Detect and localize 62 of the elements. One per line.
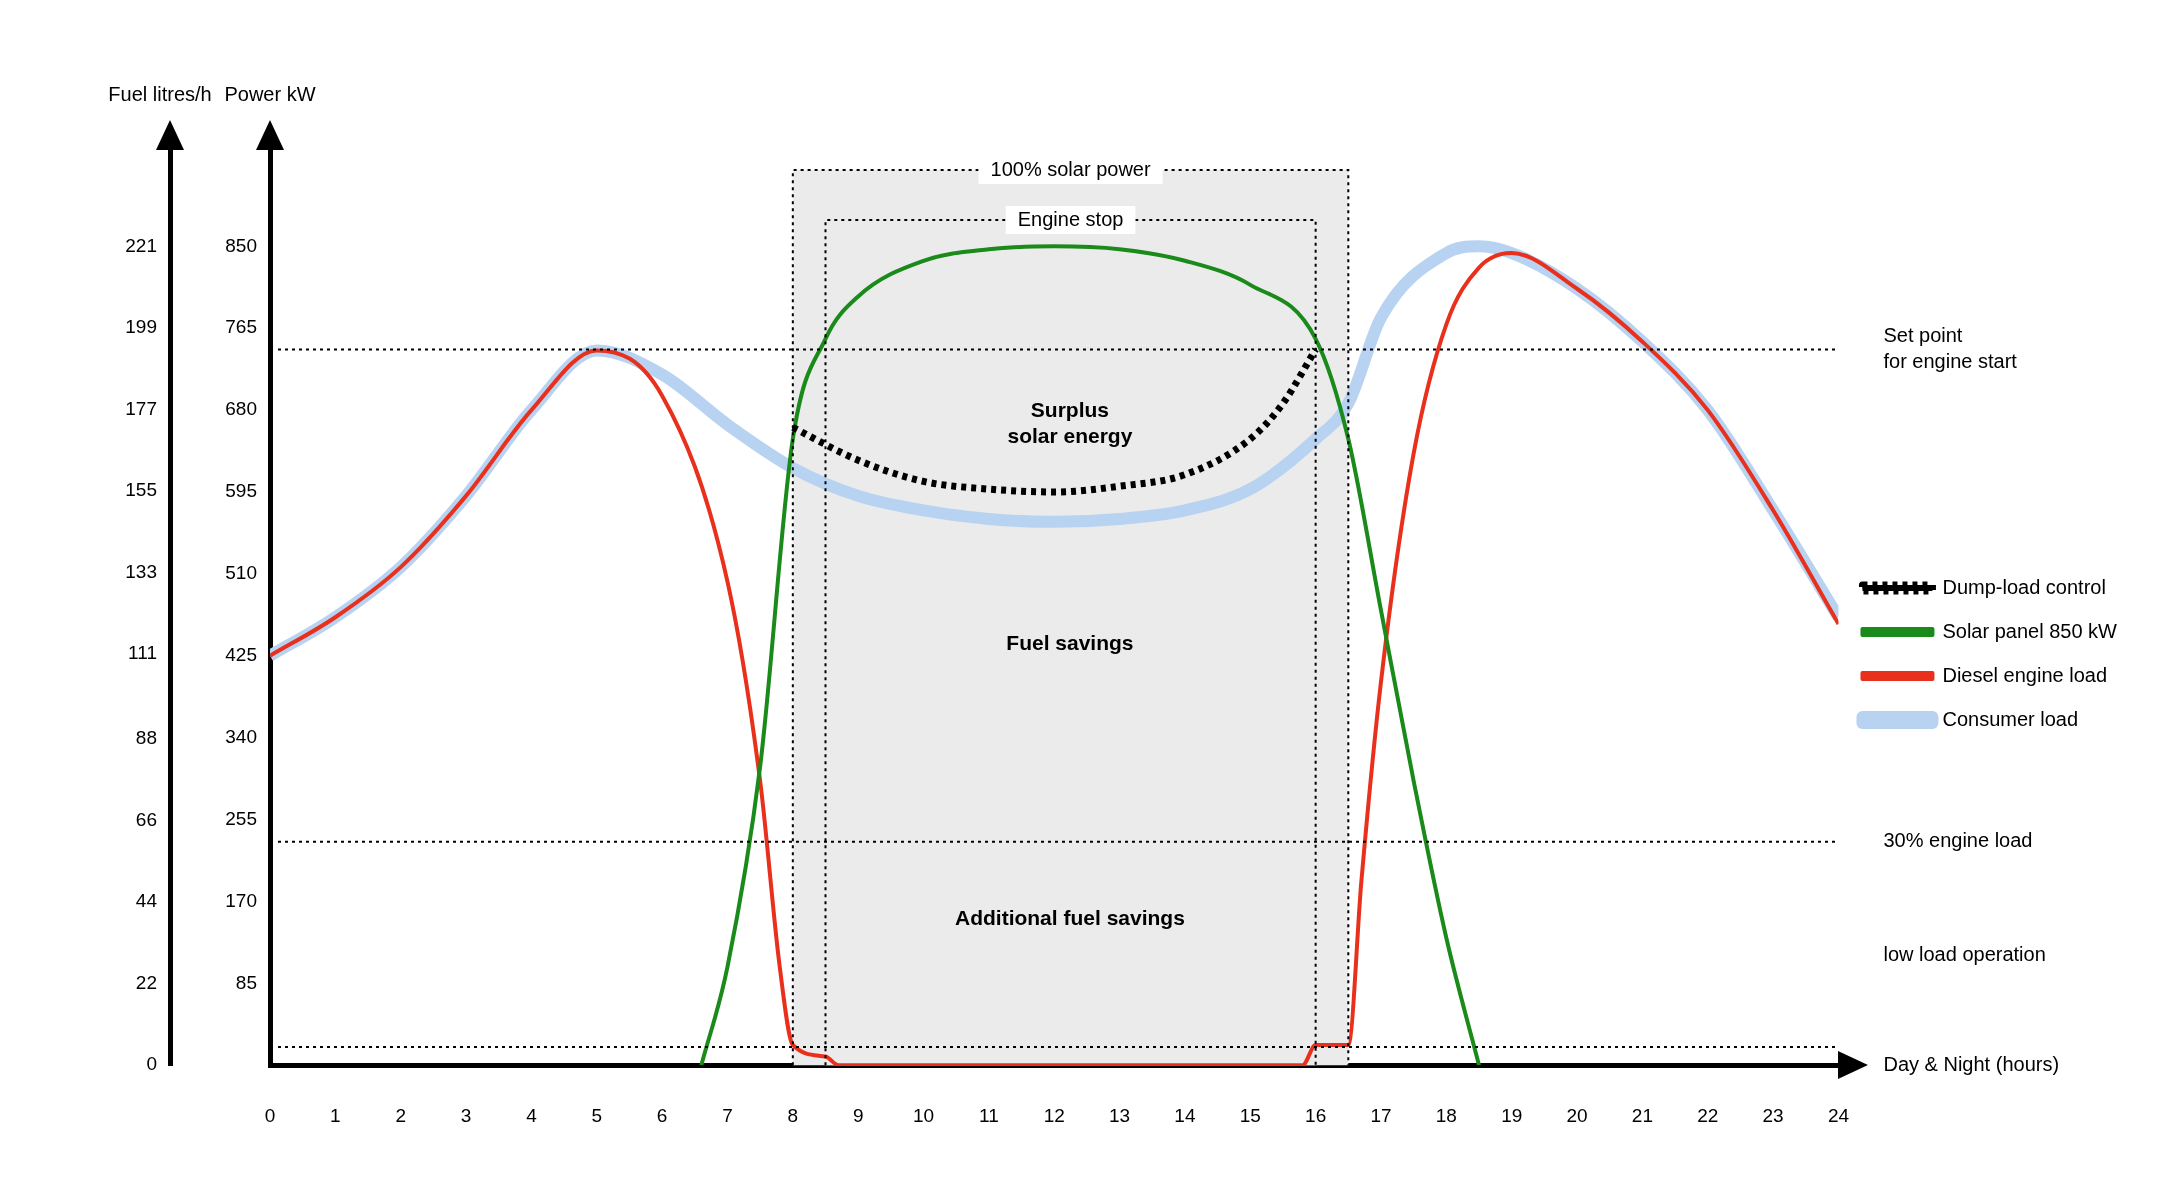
text: low load operation	[1883, 942, 2046, 965]
annotation: Additional fuel savings	[954, 905, 1185, 929]
x-tick-label: 18	[1435, 1104, 1457, 1126]
y2-tick-label: 133	[125, 560, 157, 582]
band-label: 100% solar power	[990, 157, 1151, 180]
x-tick-label: 15	[1239, 1104, 1261, 1126]
y-axis-title: Power kW	[224, 82, 316, 105]
y2-tick-label: 177	[125, 397, 157, 419]
y2-tick-label: 155	[125, 479, 157, 501]
x-tick-label: 3	[460, 1104, 472, 1126]
y2-tick-label: 44	[135, 890, 158, 912]
x-tick-label: 8	[787, 1104, 799, 1126]
x-tick-label: 16	[1305, 1104, 1327, 1126]
y-tick-label: 340	[225, 725, 257, 747]
x-tick-label: 22	[1697, 1104, 1719, 1126]
y2-tick-label: 199	[125, 316, 157, 338]
x-tick-label: 5	[591, 1104, 603, 1126]
y-tick-label: 85	[235, 971, 257, 993]
line-series	[699, 244, 1482, 1066]
x-tick-label: 14	[1174, 1104, 1196, 1126]
x-tick-label: 21	[1631, 1104, 1653, 1126]
legend-label: Solar panel 850 kW	[1942, 619, 2118, 642]
annotation: Fuel savings	[1006, 631, 1134, 654]
x-tick-label: 4	[526, 1104, 538, 1126]
ref-line-label: 30% engine load	[1883, 829, 2033, 852]
y2-tick-label: 111	[128, 642, 157, 664]
y-tick-label: 425	[225, 644, 257, 665]
x-tick-label: 6	[656, 1104, 668, 1126]
y2-axis-title: Fuel litres/h	[108, 82, 212, 105]
legend-label: Dump-load control	[1942, 575, 2106, 598]
band-label: Engine stop	[1017, 207, 1124, 230]
x-tick-label: 17	[1370, 1104, 1392, 1126]
x-tick-label: 19	[1501, 1104, 1523, 1126]
x-tick-label: 9	[852, 1104, 864, 1126]
x-axis-title: Day & Night (hours)	[1883, 1052, 2060, 1075]
y-tick-label: 765	[225, 316, 257, 338]
y2-tick-label: 221	[125, 234, 157, 256]
x-tick-label: 1	[330, 1104, 341, 1126]
x-tick-label: 7	[722, 1104, 733, 1126]
annotation: Surplus solar energy	[1007, 398, 1133, 448]
x-tick-label: 23	[1762, 1104, 1784, 1126]
legend-label: Diesel engine load	[1942, 663, 2108, 686]
x-tick-label: 24	[1827, 1104, 1850, 1126]
y2-tick-label: 22	[135, 971, 157, 993]
ref-line-label: Set point for engine start	[1883, 323, 2018, 372]
x-tick-label: 20	[1566, 1104, 1588, 1126]
y-tick-label: 170	[225, 889, 257, 911]
x-tick-label: 10	[912, 1104, 935, 1126]
y-tick-label: 595	[225, 480, 257, 502]
y2-tick-label: 88	[135, 727, 157, 749]
x-tick-label: 13	[1109, 1104, 1131, 1126]
x-tick-label: 0	[264, 1104, 276, 1126]
y-tick-label: 510	[225, 562, 257, 584]
x-tick-label: 11	[979, 1104, 999, 1126]
legend-label: Consumer load	[1942, 707, 2079, 730]
y-tick-label: 680	[225, 398, 257, 420]
x-tick-label: 2	[395, 1104, 406, 1126]
y-tick-label: 850	[225, 234, 257, 256]
y-tick-label: 255	[225, 807, 257, 829]
y2-tick-label: 0	[146, 1053, 157, 1075]
x-tick-label: 12	[1043, 1104, 1065, 1126]
y2-tick-label: 66	[135, 808, 157, 830]
